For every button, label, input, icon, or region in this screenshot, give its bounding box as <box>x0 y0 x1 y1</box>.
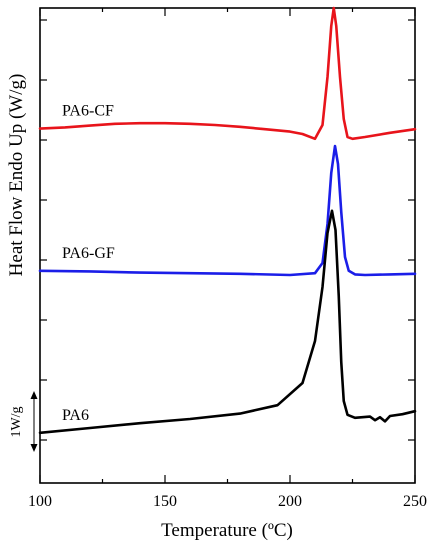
x-tick-label: 100 <box>28 493 52 510</box>
series-layer <box>38 6 417 435</box>
series-label-pa6-cf: PA6-CF <box>62 103 114 120</box>
x-tick-label: 150 <box>153 493 177 510</box>
labels-layer: PA6-CF PA6-GF PA6 <box>62 103 115 424</box>
x-tick-label: 200 <box>278 493 302 510</box>
x-tick-label: 250 <box>403 493 427 510</box>
series-line-pa6 <box>38 209 417 435</box>
x-axis-label: Temperature (ºC) <box>161 520 293 541</box>
scale-bar-label: 1W/g <box>9 406 24 437</box>
series-label-pa6-gf: PA6-GF <box>62 245 115 262</box>
axis-ticks: 100 150 200 250 <box>28 8 427 510</box>
y-axis-label: Heat Flow Endo Up (W/g) <box>6 74 27 277</box>
series-line-pa6-cf <box>38 6 417 141</box>
scale-bar-arrow-up-icon <box>30 391 38 399</box>
series-label-pa6: PA6 <box>62 407 89 424</box>
scale-bar: 1W/g <box>9 391 38 452</box>
scale-bar-arrow-down-icon <box>30 444 38 452</box>
series-line-pa6-gf <box>38 144 417 277</box>
